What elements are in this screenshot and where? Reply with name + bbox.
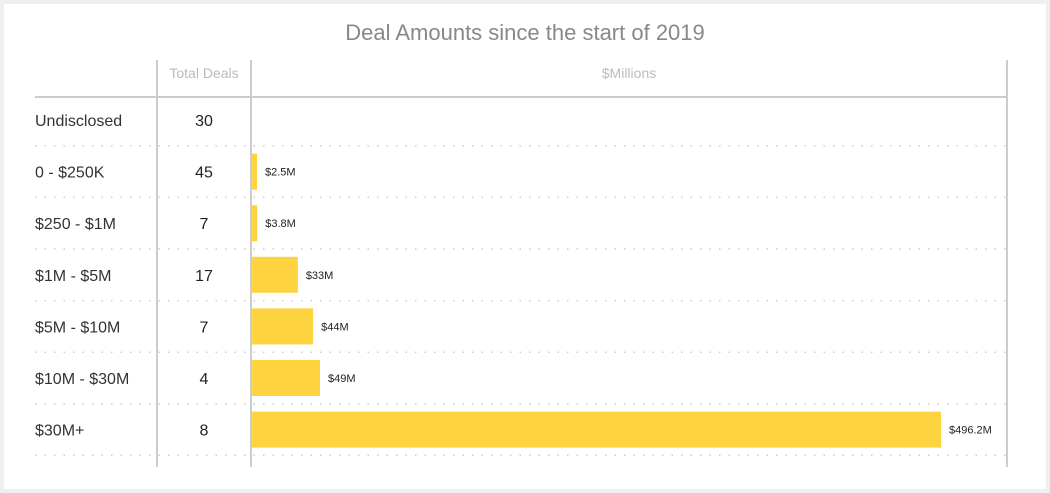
bar — [252, 308, 314, 345]
data-label: $496.2M — [949, 425, 992, 437]
bar — [252, 411, 941, 448]
total-deals-value: 45 — [195, 165, 213, 182]
total-deals-value: 4 — [200, 371, 209, 388]
category-label: $10M - $30M — [35, 371, 129, 388]
data-label: $2.5M — [265, 167, 296, 179]
chart-title: Deal Amounts since the start of 2019 — [345, 20, 705, 45]
total-deals-value: 7 — [200, 216, 209, 233]
category-label: $5M - $10M — [35, 319, 120, 336]
bar — [252, 256, 298, 293]
category-label: $30M+ — [35, 423, 84, 440]
count-column-header: Total Deals — [169, 65, 238, 81]
total-deals-value: 7 — [200, 319, 209, 336]
data-label: $44M — [321, 321, 349, 333]
data-label: $49M — [328, 373, 356, 385]
data-label: $33M — [306, 270, 334, 282]
bar — [252, 360, 321, 396]
chart-card — [4, 4, 1046, 489]
bar — [252, 153, 257, 190]
total-deals-value: 17 — [195, 268, 213, 285]
data-label: $3.8M — [265, 218, 296, 230]
category-label: Undisclosed — [35, 113, 122, 130]
total-deals-value: 8 — [200, 423, 209, 440]
value-column-header: $Millions — [602, 65, 656, 81]
category-label: $1M - $5M — [35, 268, 111, 285]
bar — [252, 205, 258, 242]
total-deals-value: 30 — [195, 113, 213, 130]
category-label: $250 - $1M — [35, 216, 116, 233]
category-label: 0 - $250K — [35, 165, 105, 182]
